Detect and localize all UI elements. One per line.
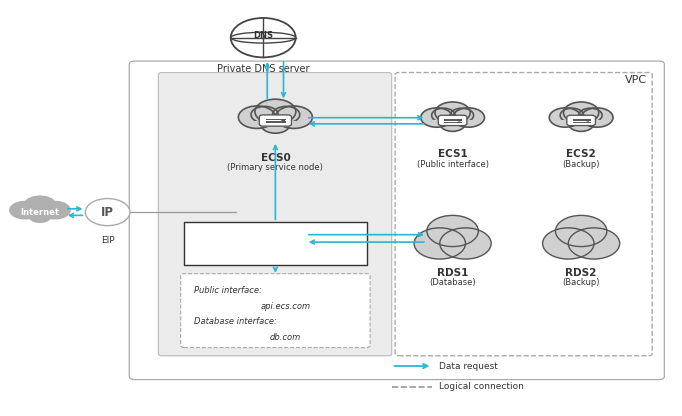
Text: ECS1: ECS1 (438, 149, 467, 159)
Text: Deploy: Deploy (256, 239, 295, 249)
Text: DNS: DNS (253, 31, 273, 40)
Circle shape (23, 196, 57, 216)
Bar (560, 120, 602, 126)
Text: Database interface:: Database interface: (194, 317, 277, 326)
Text: ECS2: ECS2 (566, 149, 596, 159)
Circle shape (421, 108, 453, 127)
Circle shape (414, 228, 466, 259)
Text: Data request: Data request (439, 362, 498, 371)
Circle shape (450, 108, 473, 122)
Bar (20, 210, 60, 218)
Circle shape (440, 116, 465, 131)
Circle shape (85, 198, 130, 225)
Text: Logical connection: Logical connection (439, 382, 524, 391)
Circle shape (28, 208, 52, 223)
Circle shape (239, 106, 276, 129)
FancyBboxPatch shape (439, 115, 467, 126)
Circle shape (261, 116, 290, 133)
Circle shape (427, 215, 478, 247)
Text: (Public interface): (Public interface) (417, 160, 488, 168)
Circle shape (549, 108, 581, 127)
Text: api.ecs.com: api.ecs.com (261, 302, 310, 312)
Text: EIP: EIP (101, 236, 115, 245)
Circle shape (555, 215, 607, 247)
Circle shape (273, 106, 299, 123)
FancyBboxPatch shape (259, 115, 291, 126)
Bar (251, 117, 299, 127)
Circle shape (282, 120, 284, 121)
Circle shape (560, 108, 584, 122)
Bar (251, 121, 299, 127)
Circle shape (568, 228, 620, 259)
Text: IP: IP (101, 206, 114, 218)
Text: db.com: db.com (270, 333, 301, 342)
Circle shape (231, 18, 296, 57)
Circle shape (40, 201, 71, 220)
Text: RDS1: RDS1 (437, 267, 469, 277)
Circle shape (432, 108, 455, 122)
Text: Private DNS server: Private DNS server (217, 64, 310, 74)
Bar (432, 117, 473, 126)
Circle shape (578, 108, 602, 122)
Text: (Database): (Database) (429, 278, 476, 287)
Circle shape (569, 116, 594, 131)
Circle shape (276, 106, 312, 129)
FancyBboxPatch shape (130, 61, 664, 379)
Text: Public interface:: Public interface: (194, 286, 262, 295)
FancyBboxPatch shape (158, 72, 391, 356)
Text: (Backup): (Backup) (563, 278, 600, 287)
Circle shape (453, 108, 484, 127)
Text: Internet: Internet (20, 208, 59, 218)
Bar (560, 117, 602, 126)
Circle shape (587, 120, 589, 121)
Circle shape (458, 120, 460, 121)
Circle shape (20, 201, 42, 215)
Bar (432, 120, 473, 126)
Text: RDS2: RDS2 (565, 267, 597, 277)
Circle shape (563, 102, 599, 124)
Text: VPC: VPC (625, 74, 647, 84)
Circle shape (435, 102, 470, 124)
Bar (20, 214, 60, 218)
Circle shape (581, 108, 613, 127)
Circle shape (251, 106, 278, 123)
Circle shape (38, 201, 60, 215)
FancyBboxPatch shape (181, 274, 370, 347)
Text: ECS0: ECS0 (261, 153, 291, 163)
Circle shape (543, 228, 594, 259)
Text: (Primary service node): (Primary service node) (228, 163, 323, 172)
Circle shape (9, 201, 40, 220)
Circle shape (440, 228, 491, 259)
Bar (184, 223, 367, 265)
Circle shape (255, 99, 296, 124)
Text: (Backup): (Backup) (563, 160, 600, 168)
FancyBboxPatch shape (567, 115, 595, 126)
